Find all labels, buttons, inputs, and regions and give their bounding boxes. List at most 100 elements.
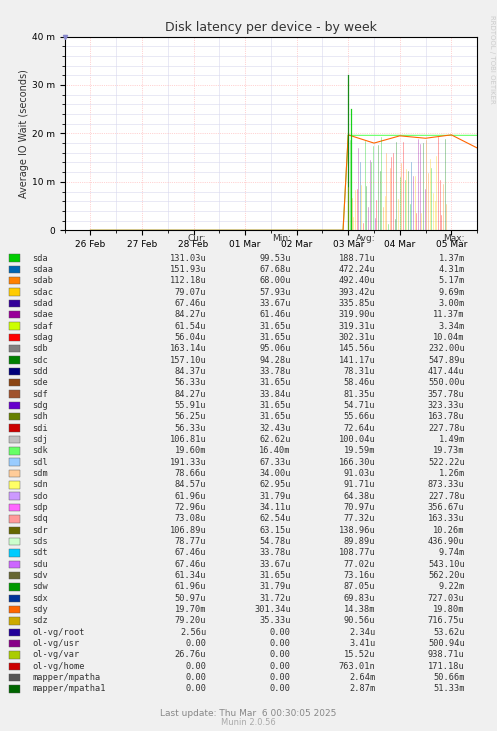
Text: sdn: sdn — [32, 480, 48, 489]
Text: 79.07u: 79.07u — [175, 287, 206, 297]
Text: sds: sds — [32, 537, 48, 546]
Text: 61.54u: 61.54u — [175, 322, 206, 330]
Text: 171.18u: 171.18u — [428, 662, 465, 671]
Text: sdj: sdj — [32, 435, 48, 444]
Text: 472.24u: 472.24u — [338, 265, 375, 274]
Text: sdi: sdi — [32, 424, 48, 433]
Text: 163.78u: 163.78u — [428, 412, 465, 421]
Text: sde: sde — [32, 378, 48, 387]
Text: 157.10u: 157.10u — [169, 355, 206, 365]
Text: sdz: sdz — [32, 616, 48, 626]
Text: 61.46u: 61.46u — [259, 310, 291, 319]
Text: sdt: sdt — [32, 548, 48, 557]
Text: sdu: sdu — [32, 560, 48, 569]
Text: 62.54u: 62.54u — [259, 515, 291, 523]
Text: 50.66m: 50.66m — [433, 673, 465, 682]
Text: 14.38m: 14.38m — [344, 605, 375, 614]
Text: sdae: sdae — [32, 310, 53, 319]
Text: Min:: Min: — [272, 234, 291, 243]
Text: 34.00u: 34.00u — [259, 469, 291, 478]
Text: sdk: sdk — [32, 447, 48, 455]
Text: 10.04m: 10.04m — [433, 333, 465, 342]
Text: 55.91u: 55.91u — [175, 401, 206, 410]
Text: 72.64u: 72.64u — [344, 424, 375, 433]
Text: 56.04u: 56.04u — [175, 333, 206, 342]
Text: 61.96u: 61.96u — [175, 583, 206, 591]
Text: 0.00: 0.00 — [270, 684, 291, 694]
Text: 91.03u: 91.03u — [344, 469, 375, 478]
Text: 99.53u: 99.53u — [259, 254, 291, 262]
Text: 301.34u: 301.34u — [254, 605, 291, 614]
Text: 31.65u: 31.65u — [259, 401, 291, 410]
Text: sdaa: sdaa — [32, 265, 53, 274]
Text: 108.77u: 108.77u — [338, 548, 375, 557]
Text: ol-vg/root: ol-vg/root — [32, 628, 85, 637]
Text: 19.59m: 19.59m — [344, 447, 375, 455]
Text: 81.35u: 81.35u — [344, 390, 375, 398]
Text: ol-vg/home: ol-vg/home — [32, 662, 85, 671]
Text: 34.11u: 34.11u — [259, 503, 291, 512]
Text: 1.37m: 1.37m — [438, 254, 465, 262]
Text: sdf: sdf — [32, 390, 48, 398]
Text: 33.78u: 33.78u — [259, 548, 291, 557]
Text: mapper/mpatha1: mapper/mpatha1 — [32, 684, 106, 694]
Text: 543.10u: 543.10u — [428, 560, 465, 569]
Text: 163.33u: 163.33u — [428, 515, 465, 523]
Text: 19.73m: 19.73m — [433, 447, 465, 455]
Text: 31.79u: 31.79u — [259, 583, 291, 591]
Text: 73.16u: 73.16u — [344, 571, 375, 580]
Text: 492.40u: 492.40u — [338, 276, 375, 285]
Text: 64.38u: 64.38u — [344, 492, 375, 501]
Text: 0.00: 0.00 — [270, 628, 291, 637]
Text: 19.70m: 19.70m — [175, 605, 206, 614]
Text: 522.22u: 522.22u — [428, 458, 465, 466]
Text: 33.78u: 33.78u — [259, 367, 291, 376]
Text: 32.43u: 32.43u — [259, 424, 291, 433]
Text: 138.96u: 138.96u — [338, 526, 375, 534]
Text: 56.25u: 56.25u — [175, 412, 206, 421]
Text: sdad: sdad — [32, 299, 53, 308]
Text: 9.22m: 9.22m — [438, 583, 465, 591]
Text: 51.33m: 51.33m — [433, 684, 465, 694]
Text: mapper/mpatha: mapper/mpatha — [32, 673, 100, 682]
Text: 94.28u: 94.28u — [259, 355, 291, 365]
Text: 0.00: 0.00 — [270, 639, 291, 648]
Text: 31.72u: 31.72u — [259, 594, 291, 603]
Text: 67.46u: 67.46u — [175, 299, 206, 308]
Text: Last update: Thu Mar  6 00:30:05 2025: Last update: Thu Mar 6 00:30:05 2025 — [161, 709, 336, 719]
Text: 70.97u: 70.97u — [344, 503, 375, 512]
Text: 0.00: 0.00 — [270, 673, 291, 682]
Text: 68.00u: 68.00u — [259, 276, 291, 285]
Text: 54.71u: 54.71u — [344, 401, 375, 410]
Text: 112.18u: 112.18u — [169, 276, 206, 285]
Text: ol-vg/usr: ol-vg/usr — [32, 639, 80, 648]
Text: 31.65u: 31.65u — [259, 333, 291, 342]
Text: 31.65u: 31.65u — [259, 322, 291, 330]
Text: 31.65u: 31.65u — [259, 378, 291, 387]
Text: 56.33u: 56.33u — [175, 378, 206, 387]
Text: sdq: sdq — [32, 515, 48, 523]
Text: 84.27u: 84.27u — [175, 390, 206, 398]
Text: 10.26m: 10.26m — [433, 526, 465, 534]
Text: 100.04u: 100.04u — [338, 435, 375, 444]
Text: 84.37u: 84.37u — [175, 367, 206, 376]
Text: 78.66u: 78.66u — [175, 469, 206, 478]
Text: sdy: sdy — [32, 605, 48, 614]
Text: 232.00u: 232.00u — [428, 344, 465, 353]
Text: 106.81u: 106.81u — [169, 435, 206, 444]
Text: 151.93u: 151.93u — [169, 265, 206, 274]
Text: 56.33u: 56.33u — [175, 424, 206, 433]
Text: 62.95u: 62.95u — [259, 480, 291, 489]
Text: Munin 2.0.56: Munin 2.0.56 — [221, 718, 276, 727]
Text: 84.27u: 84.27u — [175, 310, 206, 319]
Text: 938.71u: 938.71u — [428, 651, 465, 659]
Text: 67.46u: 67.46u — [175, 560, 206, 569]
Text: 55.66u: 55.66u — [344, 412, 375, 421]
Text: sdb: sdb — [32, 344, 48, 353]
Text: 227.78u: 227.78u — [428, 424, 465, 433]
Text: sdac: sdac — [32, 287, 53, 297]
Text: 15.52u: 15.52u — [344, 651, 375, 659]
Text: 77.32u: 77.32u — [344, 515, 375, 523]
Y-axis label: Average IO Wait (seconds): Average IO Wait (seconds) — [19, 69, 29, 198]
Text: 319.31u: 319.31u — [338, 322, 375, 330]
